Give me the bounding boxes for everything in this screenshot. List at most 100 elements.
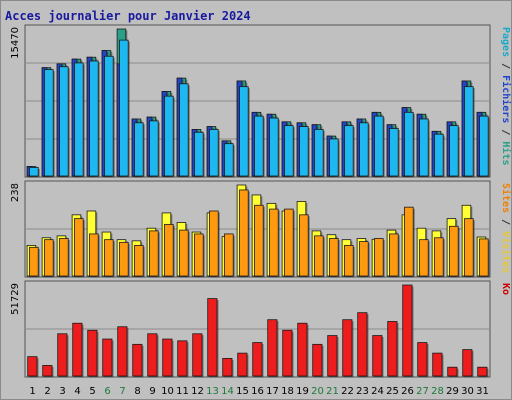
x-tick-label: 31 <box>476 386 489 397</box>
panel-bottom-legend: Ko <box>500 283 511 295</box>
bar-pages-day-28 <box>434 133 444 177</box>
bar-kbytes-day-2 <box>42 365 53 377</box>
x-tick-label: 12 <box>191 386 204 397</box>
bar-sites-day-17 <box>269 208 279 277</box>
bar-kbytes-day-16 <box>252 342 263 377</box>
bar-pages-day-26 <box>404 111 414 177</box>
bar-pages-day-8 <box>134 122 144 177</box>
bar-kbytes-day-25 <box>387 321 398 377</box>
x-tick-label: 26 <box>401 386 414 397</box>
legend-entry: / <box>500 123 511 141</box>
x-tick-label: 25 <box>386 386 399 397</box>
bar-sites-day-29 <box>449 225 459 277</box>
x-tick-label: 28 <box>431 386 444 397</box>
bar-sites-day-28 <box>434 237 444 277</box>
bar-pages-day-13 <box>209 129 219 177</box>
bar-kbytes-day-14 <box>222 358 233 377</box>
bar-kbytes-day-4 <box>72 322 83 377</box>
bar-kbytes-day-8 <box>132 343 143 377</box>
bar-sites-day-8 <box>134 245 144 277</box>
x-tick-label: 16 <box>251 386 264 397</box>
bar-pages-day-9 <box>149 120 159 177</box>
bar-kbytes-day-18 <box>282 329 293 377</box>
legend-entry: / <box>500 213 511 231</box>
x-tick-label: 30 <box>461 386 474 397</box>
x-tick-label: 6 <box>104 386 110 397</box>
x-tick-label: 1 <box>29 386 35 397</box>
x-tick-label: 14 <box>221 386 234 397</box>
bar-sites-day-9 <box>149 230 159 277</box>
bar-sites-day-12 <box>194 233 204 277</box>
bar-pages-day-27 <box>419 118 429 177</box>
bar-pages-day-7 <box>119 39 129 177</box>
bar-sites-day-23 <box>359 241 369 277</box>
x-tick-label: 21 <box>326 386 339 397</box>
bar-pages-day-23 <box>359 122 369 177</box>
bar-kbytes-day-22 <box>342 319 353 377</box>
panel-middle-legend: Sites / Visites <box>500 183 512 273</box>
bar-kbytes-day-1 <box>27 356 38 377</box>
bar-pages-day-24 <box>374 115 384 177</box>
bar-pages-day-17 <box>269 117 279 177</box>
legend-entry: Visites <box>500 231 512 273</box>
bar-sites-day-14 <box>224 233 234 277</box>
x-tick-label: 2 <box>44 386 50 397</box>
bar-kbytes-day-28 <box>432 352 443 377</box>
bar-pages-day-10 <box>164 95 174 177</box>
bar-kbytes-day-24 <box>372 335 383 377</box>
bar-sites-day-16 <box>254 204 264 277</box>
bar-pages-day-16 <box>254 115 264 177</box>
x-tick-label: 24 <box>371 386 384 397</box>
bar-pages-day-6 <box>104 55 114 177</box>
bar-kbytes-day-10 <box>162 338 173 377</box>
bar-sites-day-31 <box>479 238 489 277</box>
bar-sites-day-2 <box>44 239 54 277</box>
bar-pages-day-14 <box>224 143 234 177</box>
bar-sites-day-6 <box>104 239 114 277</box>
x-tick-label: 4 <box>74 386 80 397</box>
bar-kbytes-day-11 <box>177 340 188 377</box>
x-tick-label: 7 <box>119 386 125 397</box>
bar-kbytes-day-19 <box>297 322 308 377</box>
bar-kbytes-day-27 <box>417 342 428 377</box>
bar-kbytes-day-26 <box>402 284 413 377</box>
bar-kbytes-day-5 <box>87 329 98 377</box>
legend-entry: Ko <box>500 283 511 295</box>
bar-pages-day-29 <box>449 125 459 177</box>
bar-kbytes-day-31 <box>477 366 488 377</box>
bar-kbytes-day-15 <box>237 352 248 377</box>
bar-sites-day-22 <box>344 245 354 277</box>
bar-sites-day-4 <box>74 218 84 277</box>
panel-middle-ymax-label: 238 <box>10 183 21 202</box>
x-tick-label: 29 <box>446 386 459 397</box>
x-tick-label: 18 <box>281 386 294 397</box>
bar-pages-day-5 <box>89 60 99 177</box>
bar-kbytes-day-12 <box>192 333 203 377</box>
bar-pages-day-21 <box>329 138 339 177</box>
x-tick-label: 19 <box>296 386 309 397</box>
bar-sites-day-24 <box>374 238 384 277</box>
bar-sites-day-18 <box>284 208 294 277</box>
x-tick-label: 10 <box>161 386 174 397</box>
bar-pages-day-2 <box>44 69 54 177</box>
bar-pages-day-18 <box>284 125 294 177</box>
bar-sites-day-15 <box>239 189 249 277</box>
bar-pages-day-11 <box>179 83 189 177</box>
x-tick-label: 13 <box>206 386 219 397</box>
bar-sites-day-25 <box>389 233 399 277</box>
bar-kbytes-day-6 <box>102 338 113 377</box>
bar-sites-day-21 <box>329 238 339 277</box>
panel-top-ymax-label: 15470 <box>10 27 21 59</box>
bar-pages-day-25 <box>389 128 399 177</box>
x-tick-label: 22 <box>341 386 354 397</box>
bar-sites-day-5 <box>89 233 99 277</box>
bar-sites-day-7 <box>119 241 129 277</box>
bar-kbytes-day-30 <box>462 349 473 377</box>
legend-entry: Hits <box>500 141 512 165</box>
bar-sites-day-26 <box>404 206 414 277</box>
bar-kbytes-day-23 <box>357 312 368 377</box>
x-tick-label: 11 <box>176 386 189 397</box>
x-tick-label: 17 <box>266 386 279 397</box>
bar-kbytes-day-7 <box>117 326 128 377</box>
